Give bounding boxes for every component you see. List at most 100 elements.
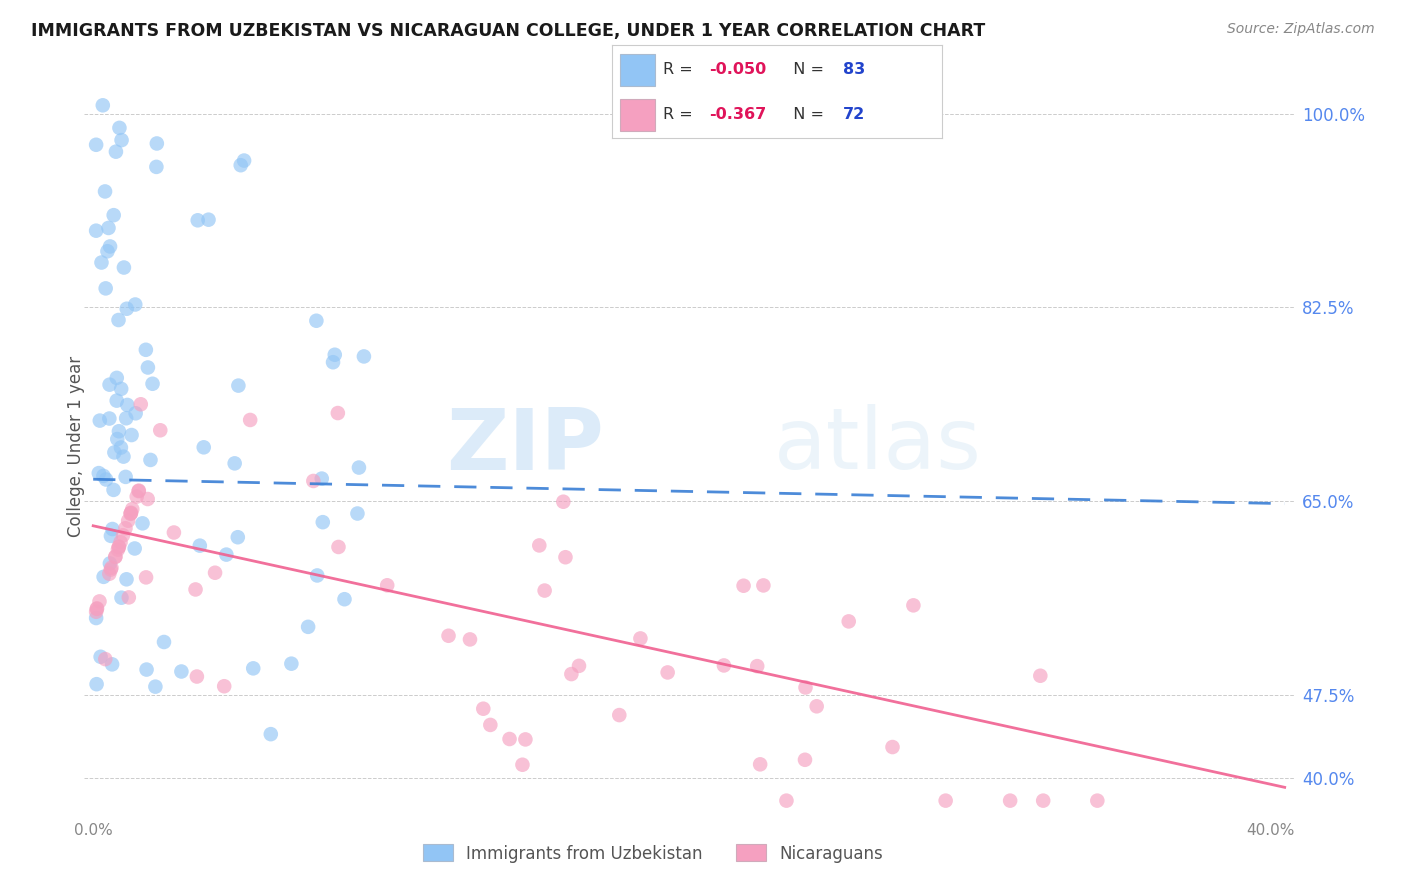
Point (498, 731, 520, 746)
Point (226, 530, 249, 544)
Point (135, 663, 157, 677)
Point (94, 652, 117, 666)
Point (112, 450, 135, 464)
Point (84, 605, 107, 619)
Point (107, 313, 129, 327)
Point (98, 566, 121, 581)
Point (806, 699, 828, 714)
Point (838, 615, 860, 629)
Point (124, 297, 146, 311)
Point (187, 213, 209, 227)
Point (458, 632, 481, 647)
Point (302, 474, 325, 488)
Point (752, 578, 775, 592)
Point (472, 702, 495, 716)
Point (607, 708, 630, 723)
Point (131, 516, 153, 531)
Text: 83: 83 (844, 62, 865, 78)
Y-axis label: College, Under 1 year: College, Under 1 year (67, 355, 84, 537)
Point (554, 550, 576, 565)
Point (322, 355, 344, 369)
Point (117, 398, 139, 412)
Text: -0.367: -0.367 (709, 107, 766, 122)
Point (139, 453, 162, 467)
Point (312, 515, 335, 529)
Point (86, 601, 108, 615)
Point (98, 411, 121, 425)
Point (89, 594, 111, 608)
Point (108, 540, 131, 554)
Point (197, 212, 219, 227)
Point (105, 371, 128, 385)
Point (89, 414, 111, 428)
Point (228, 378, 250, 392)
Point (115, 411, 138, 425)
Point (305, 314, 328, 328)
Point (775, 794, 797, 808)
Point (105, 393, 128, 408)
Point (112, 260, 135, 275)
Point (145, 680, 167, 694)
Point (120, 506, 142, 520)
Point (533, 583, 555, 598)
Point (224, 456, 246, 470)
Point (120, 507, 142, 521)
Point (657, 665, 679, 680)
Point (215, 548, 238, 562)
Point (97, 221, 120, 235)
Point (998, 794, 1021, 808)
Point (375, 578, 398, 592)
Point (193, 440, 215, 454)
Text: N =: N = (783, 107, 830, 122)
Point (128, 483, 150, 498)
Point (233, 153, 256, 168)
Point (170, 665, 193, 679)
Point (479, 718, 502, 732)
Point (1029, 669, 1052, 683)
Point (120, 506, 142, 520)
Point (110, 441, 132, 455)
Point (1032, 794, 1054, 808)
Point (101, 657, 124, 672)
Point (86, 677, 108, 691)
Point (111, 528, 134, 542)
Point (94, 185, 117, 199)
Point (153, 635, 176, 649)
Point (560, 667, 582, 681)
Point (98, 557, 121, 571)
Point (100, 563, 122, 577)
Point (103, 445, 125, 459)
Point (129, 397, 152, 411)
Point (110, 591, 132, 605)
Point (346, 507, 368, 521)
Point (110, 382, 132, 396)
Point (124, 541, 146, 556)
Text: 72: 72 (844, 107, 865, 122)
Point (90, 649, 112, 664)
Text: -0.050: -0.050 (709, 62, 766, 78)
Point (794, 753, 817, 767)
Point (100, 529, 122, 543)
Point (568, 658, 591, 673)
Point (90, 255, 112, 269)
Point (326, 406, 349, 420)
Point (242, 661, 264, 675)
Point (94, 281, 117, 295)
Point (280, 657, 302, 671)
Point (84, 224, 107, 238)
Point (628, 632, 651, 646)
Point (328, 540, 350, 554)
Point (100, 560, 122, 574)
Point (733, 579, 755, 593)
Point (184, 582, 207, 597)
Point (135, 570, 157, 584)
Point (105, 432, 128, 446)
Point (935, 794, 957, 808)
Point (311, 472, 333, 486)
Text: N =: N = (783, 62, 830, 78)
Point (553, 494, 575, 508)
Point (163, 525, 186, 540)
Point (96, 244, 118, 259)
Point (145, 160, 167, 174)
Point (104, 549, 127, 564)
